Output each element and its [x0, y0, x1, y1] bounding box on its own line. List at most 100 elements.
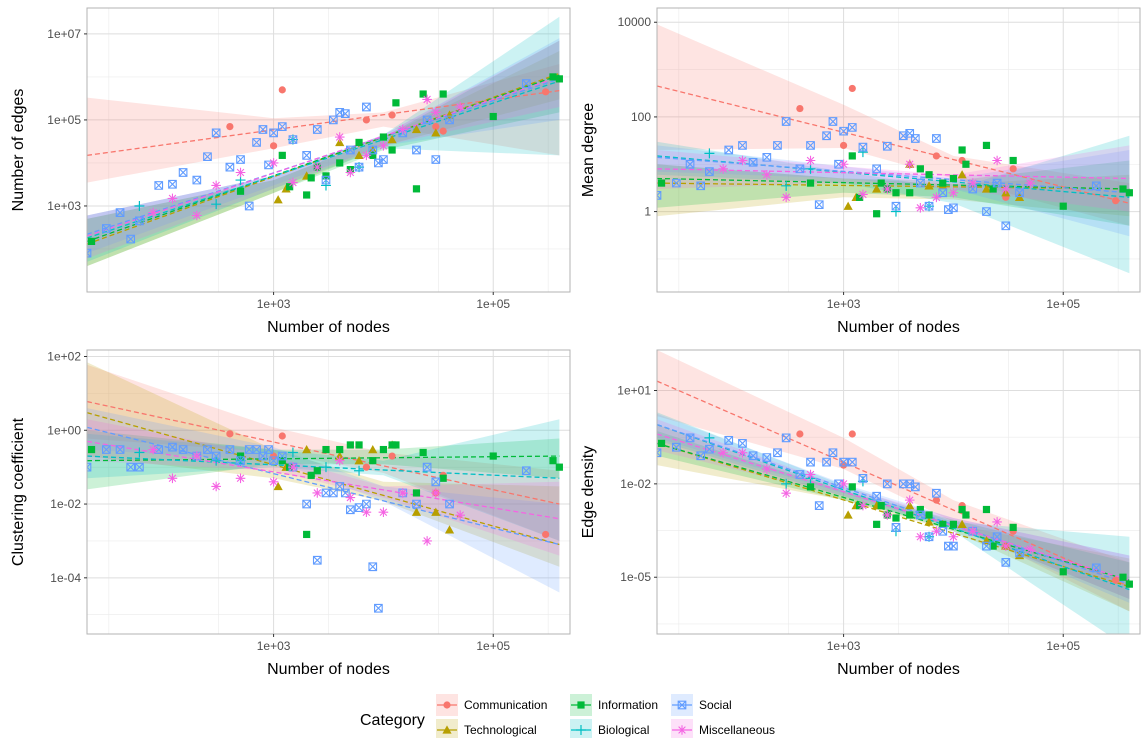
legend-key-marker: [677, 700, 687, 710]
point-technological: [354, 150, 364, 160]
point-social: [822, 131, 831, 141]
point-technological: [273, 195, 283, 204]
point-communication: [362, 463, 371, 471]
point-social: [178, 168, 188, 177]
point-social: [916, 510, 925, 520]
point-communication: [362, 116, 371, 124]
point-information: [892, 514, 900, 522]
point-biological: [354, 465, 365, 476]
point-information: [307, 471, 315, 479]
y-tick-label: 1e+03: [47, 199, 81, 213]
point-miscellaneous: [422, 94, 432, 105]
point-social: [87, 248, 92, 258]
point-miscellaneous: [361, 507, 372, 518]
legend-key-marker: [577, 701, 585, 709]
point-communication: [848, 84, 856, 93]
point-miscellaneous: [838, 159, 849, 170]
point-information: [388, 146, 396, 154]
point-information: [877, 179, 885, 187]
band-biological: [657, 412, 1130, 634]
point-social: [521, 79, 531, 88]
series-miscellaneous: [718, 447, 1035, 554]
point-biological: [287, 447, 298, 458]
point-information: [657, 179, 666, 187]
point-social: [346, 505, 355, 515]
point-social: [795, 470, 805, 479]
legend-label: Information: [598, 698, 658, 712]
point-social: [806, 141, 815, 150]
point-social: [211, 128, 221, 138]
legend-item-miscellaneous: Miscellaneous: [671, 719, 775, 741]
point-information: [303, 530, 311, 539]
legend-key-marker: [443, 701, 451, 709]
point-social: [302, 151, 311, 160]
point-social: [431, 477, 441, 487]
point-miscellaneous: [312, 488, 323, 498]
point-social: [354, 162, 364, 172]
x-tick-label: 1e+03: [827, 639, 861, 653]
panel-clustering-coefficient: 1e+03 1e+05 1e-04 1e-02 1e+00 1e+02 Number of …: [10, 349, 571, 678]
point-information: [982, 505, 991, 514]
point-social: [1091, 181, 1101, 191]
point-social: [696, 181, 706, 191]
point-information: [549, 73, 557, 81]
fit-line-miscellaneous: [87, 76, 560, 237]
band-technological: [87, 362, 560, 567]
point-miscellaneous: [718, 447, 728, 458]
point-social: [949, 541, 958, 551]
point-social: [910, 482, 920, 492]
point-miscellaneous: [455, 510, 465, 520]
point-social: [828, 448, 838, 458]
series-miscellaneous: [148, 94, 465, 221]
fit-line-technological: [657, 182, 1130, 190]
gridlines: [87, 8, 570, 292]
point-information: [939, 179, 947, 187]
point-technological: [273, 481, 283, 491]
point-social: [422, 115, 432, 125]
point-miscellaneous: [882, 510, 893, 520]
point-social: [312, 125, 322, 134]
point-social: [168, 179, 177, 189]
point-communication: [226, 430, 234, 438]
point-social: [126, 462, 136, 472]
point-social: [225, 445, 235, 454]
band-biological: [657, 135, 1130, 274]
point-miscellaneous: [1001, 184, 1011, 194]
point-social: [762, 152, 772, 162]
point-communication: [932, 496, 941, 504]
x-tick-label: 1e+03: [257, 639, 291, 653]
point-information: [307, 174, 315, 182]
x-axis-label: Number of nodes: [267, 661, 390, 678]
point-social: [115, 208, 125, 217]
x-tick-label: 1e+05: [1046, 639, 1080, 653]
point-social: [685, 433, 695, 443]
point-social: [379, 155, 388, 164]
point-information: [806, 179, 815, 187]
point-social: [992, 178, 1002, 188]
point-social: [203, 152, 212, 162]
x-tick-label: 1e+03: [827, 297, 861, 311]
point-information: [873, 210, 881, 218]
point-information: [1125, 189, 1133, 197]
point-social: [252, 138, 261, 147]
point-miscellaneous: [167, 473, 178, 484]
point-information: [369, 151, 377, 159]
point-communication: [796, 104, 804, 113]
point-miscellaneous: [762, 464, 772, 474]
point-social: [340, 109, 350, 118]
point-information: [1119, 185, 1127, 193]
point-information: [1125, 580, 1133, 588]
point-social: [891, 523, 901, 532]
point-social: [924, 201, 934, 211]
point-information: [555, 75, 563, 83]
point-information: [419, 448, 427, 457]
point-technological: [354, 456, 364, 465]
point-social: [696, 451, 706, 461]
fit-line-social: [87, 426, 560, 546]
point-social: [858, 474, 868, 483]
point-social: [781, 117, 791, 126]
point-biological: [805, 163, 816, 174]
point-social: [839, 457, 848, 467]
point-miscellaneous: [992, 155, 1002, 166]
point-miscellaneous: [148, 207, 158, 218]
